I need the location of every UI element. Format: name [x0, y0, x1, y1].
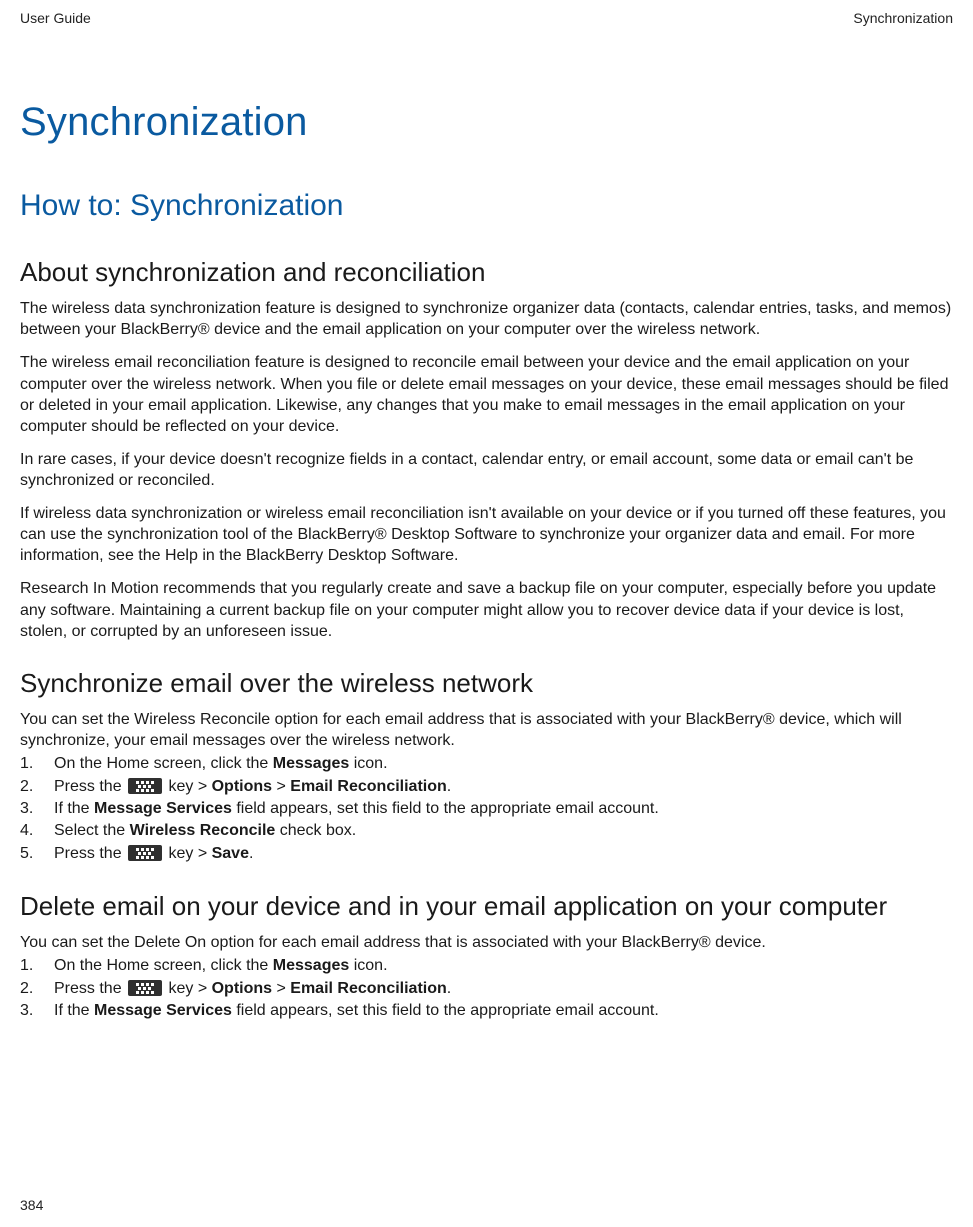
step-bold: Messages	[273, 957, 350, 974]
step-bold: Wireless Reconcile	[130, 822, 276, 839]
step-text: If the	[54, 1002, 94, 1019]
about-p4: If wireless data synchronization or wire…	[20, 503, 953, 566]
step-bold: Message Services	[94, 800, 232, 817]
list-item: Select the Wireless Reconcile check box.	[20, 820, 953, 842]
step-text: field appears, set this field to the app…	[232, 1002, 659, 1019]
step-text: >	[272, 778, 290, 795]
step-text: Press the	[54, 778, 126, 795]
delete-email-block: Delete email on your device and in your …	[20, 891, 953, 1022]
header-right: Synchronization	[853, 10, 953, 26]
about-p5: Research In Motion recommends that you r…	[20, 578, 953, 641]
step-text: key >	[164, 980, 212, 997]
page: User Guide Synchronization Synchronizati…	[0, 0, 973, 1227]
about-p1: The wireless data synchronization featur…	[20, 298, 953, 340]
step-text: On the Home screen, click the	[54, 957, 273, 974]
blackberry-key-icon	[128, 778, 162, 794]
delete-email-heading: Delete email on your device and in your …	[20, 891, 953, 922]
list-item: On the Home screen, click the Messages i…	[20, 753, 953, 775]
step-text: .	[447, 980, 451, 997]
step-text: >	[272, 980, 290, 997]
step-bold: Options	[212, 778, 272, 795]
step-text: Press the	[54, 980, 126, 997]
list-item: Press the key > Save.	[20, 843, 953, 865]
about-block: About synchronization and reconciliation…	[20, 257, 953, 642]
page-title: Synchronization	[20, 100, 953, 145]
step-bold: Message Services	[94, 1002, 232, 1019]
step-text: On the Home screen, click the	[54, 755, 273, 772]
step-text: .	[447, 778, 451, 795]
page-header: User Guide Synchronization	[20, 10, 953, 26]
blackberry-key-icon	[128, 980, 162, 996]
header-left: User Guide	[20, 10, 91, 26]
about-p3: In rare cases, if your device doesn't re…	[20, 449, 953, 491]
step-text: .	[249, 845, 253, 862]
step-text: Select the	[54, 822, 130, 839]
list-item: On the Home screen, click the Messages i…	[20, 955, 953, 977]
sync-email-heading: Synchronize email over the wireless netw…	[20, 668, 953, 699]
list-item: If the Message Services field appears, s…	[20, 798, 953, 820]
step-bold: Options	[212, 980, 272, 997]
step-bold: Email Reconciliation	[290, 980, 446, 997]
step-text: Press the	[54, 845, 126, 862]
sync-email-block: Synchronize email over the wireless netw…	[20, 668, 953, 865]
step-text: field appears, set this field to the app…	[232, 800, 659, 817]
step-text: If the	[54, 800, 94, 817]
step-text: icon.	[349, 755, 387, 772]
delete-email-intro: You can set the Delete On option for eac…	[20, 932, 953, 953]
about-p2: The wireless email reconciliation featur…	[20, 352, 953, 436]
sync-email-intro: You can set the Wireless Reconcile optio…	[20, 709, 953, 751]
step-text: check box.	[275, 822, 356, 839]
sync-email-steps: On the Home screen, click the Messages i…	[20, 753, 953, 865]
list-item: If the Message Services field appears, s…	[20, 1000, 953, 1022]
delete-email-steps: On the Home screen, click the Messages i…	[20, 955, 953, 1022]
page-footer: 384	[20, 1197, 43, 1213]
step-bold: Messages	[273, 755, 350, 772]
step-bold: Save	[212, 845, 249, 862]
step-text: icon.	[349, 957, 387, 974]
list-item: Press the key > Options > Email Reconcil…	[20, 776, 953, 798]
page-number: 384	[20, 1197, 43, 1213]
step-bold: Email Reconciliation	[290, 778, 446, 795]
about-heading: About synchronization and reconciliation	[20, 257, 953, 288]
page-content: Synchronization How to: Synchronization …	[20, 100, 953, 1049]
section-howto-heading: How to: Synchronization	[20, 189, 953, 223]
list-item: Press the key > Options > Email Reconcil…	[20, 978, 953, 1000]
blackberry-key-icon	[128, 845, 162, 861]
step-text: key >	[164, 778, 212, 795]
step-text: key >	[164, 845, 212, 862]
